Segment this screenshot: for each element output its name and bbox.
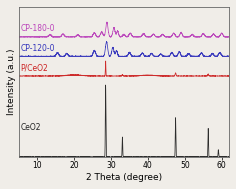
Text: P/CeO2: P/CeO2 (21, 63, 48, 72)
Y-axis label: Intensity (a.u.): Intensity (a.u.) (7, 49, 16, 115)
Text: CP-120-0: CP-120-0 (21, 44, 55, 53)
X-axis label: 2 Theta (degree): 2 Theta (degree) (86, 173, 162, 182)
Text: CP-180-0: CP-180-0 (21, 24, 55, 33)
Text: CeO2: CeO2 (21, 123, 41, 132)
